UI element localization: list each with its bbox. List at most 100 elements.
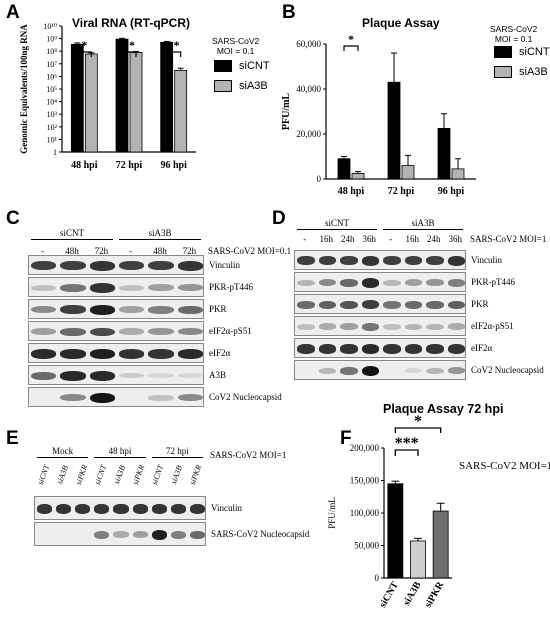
legend-b-swatch-sia3b	[494, 66, 512, 78]
chart-a-sig-bracket-1	[121, 51, 137, 57]
chart-f-tick-label-1: 50,000	[354, 541, 379, 551]
chart-a-tick-label-9: 10⁹	[46, 35, 57, 44]
c-band-6-5	[177, 394, 203, 402]
chart-f-bar-0	[387, 483, 404, 579]
chart-b-bar-0-1	[351, 172, 365, 180]
d-band-3-0	[297, 323, 315, 330]
chart-b-tick-label-0: 0	[317, 174, 322, 184]
d-band-3-1	[318, 323, 336, 330]
d-band-1-2	[340, 278, 358, 287]
chart-b-bar-2-0	[437, 127, 451, 180]
c-band-1-1	[60, 283, 86, 292]
d-band-1-4	[383, 279, 401, 286]
chart-a-tick-label-4: 10⁴	[46, 98, 57, 107]
d-lane-label-4: -	[389, 234, 393, 244]
d-band-0-0	[297, 256, 315, 266]
c-band-1-5	[177, 284, 203, 292]
d-band-1-1	[318, 279, 336, 287]
c-band-5-4	[148, 372, 174, 379]
legend-b-label-sicnt: siCNT	[519, 46, 550, 58]
chart-f-bar-1	[410, 540, 426, 579]
d-band-3-3	[361, 322, 379, 331]
c-band-0-4	[148, 261, 174, 271]
d-lane-label-5: 16h	[405, 234, 420, 244]
c-band-4-3	[119, 349, 145, 359]
d-lane-label-1: 16h	[319, 234, 334, 244]
e-group-brace-1	[94, 457, 146, 458]
panel-letter-b: B	[282, 2, 296, 23]
chart-a-tick-label-1: 10¹	[47, 135, 58, 144]
c-band-3-4	[148, 328, 174, 336]
d-band-2-6	[426, 300, 444, 309]
d-band-4-5	[404, 344, 422, 354]
chart-b-tick-label-1: 20,000	[296, 129, 321, 139]
d-band-3-7	[447, 323, 465, 330]
legend-a-swatch-sicnt	[214, 60, 232, 72]
chart-a-xtick-2: 96 hpi	[160, 160, 187, 171]
d-band-3-6	[426, 323, 444, 330]
d-blot-row-4	[294, 338, 466, 358]
d-band-2-4	[383, 300, 401, 309]
d-band-4-1	[318, 344, 336, 354]
c-blot-row-6	[28, 387, 204, 407]
chart-b-xtick-2: 96 hpi	[438, 186, 465, 197]
c-row-label-3: eIF2α-pS51	[209, 326, 252, 336]
d-row-label-3: eIF2α-pS51	[471, 321, 514, 331]
chart-f-tick-label-4: 200,000	[350, 443, 380, 453]
d-band-3-4	[383, 323, 401, 330]
e-band-1-4	[113, 531, 129, 538]
d-band-4-3	[361, 344, 379, 354]
legend-a-item-sia3b: siA3B	[214, 80, 268, 92]
c-row-label-5: A3B	[209, 370, 227, 380]
c-band-5-1	[60, 371, 86, 381]
chart-b-bar-1-1	[401, 165, 415, 180]
e-band-0-2	[75, 504, 91, 514]
d-lane-label-3: 36h	[362, 234, 377, 244]
chart-a-xtick-1: 72 hpi	[116, 160, 143, 171]
legend-a-label-sia3b: siA3B	[239, 80, 268, 92]
e-band-1-3	[94, 531, 110, 539]
d-band-4-6	[426, 344, 444, 354]
c-group-brace-1	[119, 239, 201, 240]
panel-letter-f: F	[340, 428, 352, 449]
d-band-3-2	[340, 323, 358, 331]
chart-f-tick-label-0: 0	[375, 573, 380, 583]
e-group-brace-0	[37, 457, 89, 458]
c-group-label-1: siA3B	[148, 228, 172, 238]
c-blot-row-5	[28, 365, 204, 385]
c-band-3-0	[31, 328, 57, 336]
chart-a-sig-bracket-0	[76, 51, 92, 57]
d-band-4-2	[340, 344, 358, 354]
chart-a-ylabel: Genomic Equivalents/100ng RNA	[19, 24, 29, 154]
legend-b-item-sicnt: siCNT	[494, 46, 550, 58]
chart-a-sig-2: **	[168, 38, 180, 52]
c-band-1-3	[119, 284, 145, 291]
chart-b-bar-1-0	[387, 81, 401, 180]
c-band-0-3	[119, 261, 145, 271]
legend-b-swatch-sicnt	[494, 46, 512, 58]
c-band-0-0	[31, 261, 57, 271]
c-lane-label-4: 48h	[153, 246, 167, 256]
d-row-label-5: CoV2 Nucleocapsid	[471, 365, 544, 375]
c-band-2-0	[31, 306, 57, 314]
c-band-5-5	[177, 372, 203, 379]
d-band-5-7	[447, 367, 465, 375]
chart-a-tick-label-5: 10⁵	[46, 85, 57, 94]
e-band-0-1	[56, 504, 72, 514]
c-band-6-4	[148, 394, 174, 401]
chart-a-tick-label-0: 1	[53, 148, 57, 157]
chart-b-bar-2-1	[451, 168, 465, 180]
d-band-2-7	[447, 300, 465, 309]
c-band-0-1	[60, 261, 86, 271]
e-band-1-6	[151, 530, 167, 540]
e-group-brace-2	[151, 457, 203, 458]
d-blot-row-5	[294, 360, 466, 380]
c-band-1-2	[89, 283, 115, 293]
chart-a-title: Viral RNA (RT-qPCR)	[72, 16, 191, 30]
c-band-4-2	[89, 349, 115, 359]
chart-f-tick-label-3: 150,000	[350, 476, 380, 486]
d-band-4-4	[383, 344, 401, 354]
d-row-label-2: PKR	[471, 299, 489, 309]
legend-b-note: SARS-CoV2 MOI = 0.1	[490, 24, 537, 44]
legend-a-note-line1: SARS-CoV2	[212, 36, 260, 46]
